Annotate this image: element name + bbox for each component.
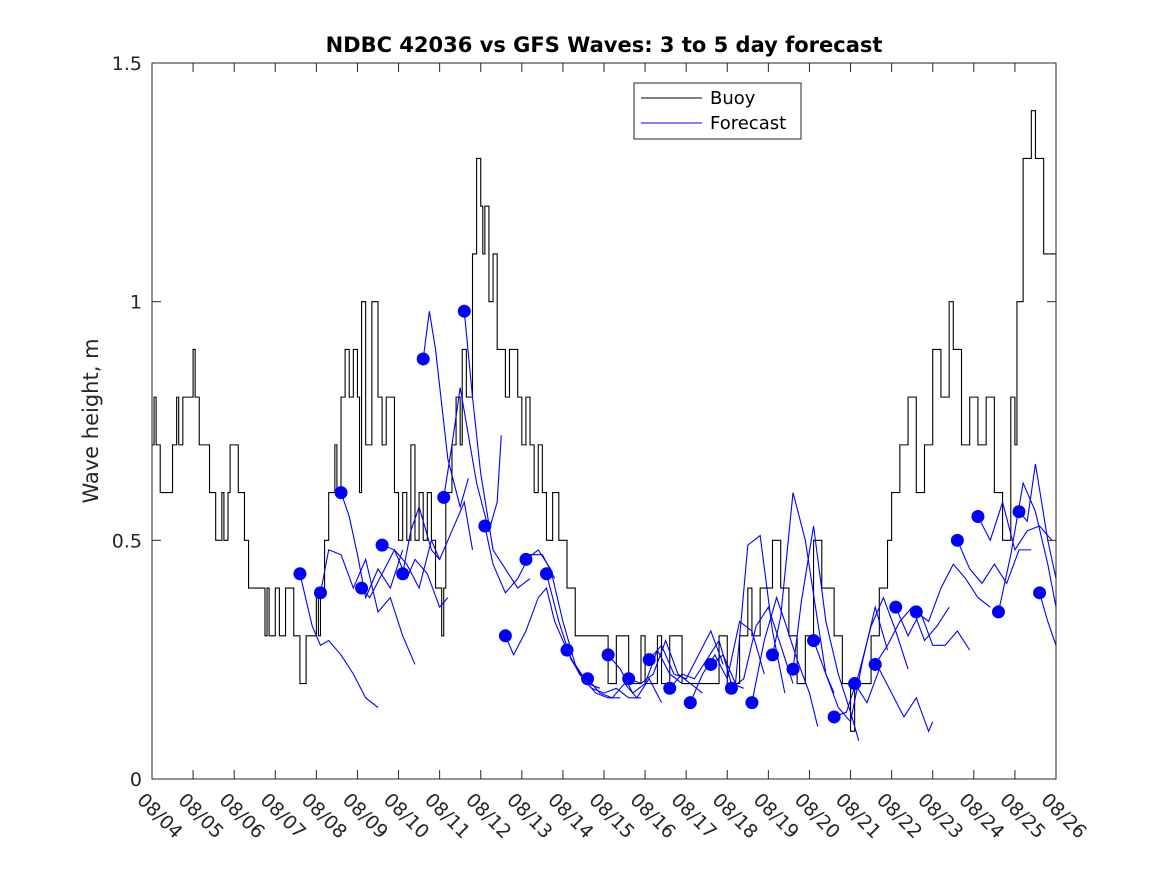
forecast-line (1039, 592, 1056, 646)
forecast-start-marker (848, 677, 862, 691)
forecast-start-marker (1012, 505, 1026, 519)
forecast-line (895, 606, 971, 651)
forecast-line (997, 481, 1056, 613)
forecast-start-marker (724, 681, 738, 695)
chart-title: NDBC 42036 vs GFS Waves: 3 to 5 day fore… (326, 33, 883, 57)
forecast-start-marker (355, 581, 369, 595)
forecast-line (566, 649, 641, 699)
forecast-line (319, 549, 416, 665)
forecast-start-marker (581, 672, 595, 686)
forecast-start-marker (909, 605, 923, 619)
forecast-start-marker (807, 634, 821, 648)
forecast-line (710, 534, 786, 694)
y-tick-label: 0.5 (112, 530, 142, 552)
y-tick-label: 1 (130, 292, 142, 314)
forecast-start-marker (334, 486, 348, 500)
forecast-start-marker (560, 643, 574, 657)
legend-label-buoy: Buoy (710, 88, 756, 109)
forecast-line (443, 387, 502, 533)
forecast-start-marker (519, 552, 533, 566)
forecast-start-marker (293, 567, 307, 581)
forecast-line (751, 595, 819, 727)
forecast-start-marker (765, 648, 779, 662)
forecast-line (854, 667, 934, 733)
forecast-line (381, 544, 449, 609)
forecast-start-marker (991, 605, 1005, 619)
forecast-line (628, 638, 703, 694)
forecast-line (361, 538, 441, 599)
buoy-line (152, 110, 1056, 732)
forecast-line (792, 525, 860, 741)
forecast-start-marker (375, 538, 389, 552)
forecast-line (299, 573, 379, 708)
forecast-start-marker (683, 696, 697, 710)
forecast-start-marker (868, 657, 882, 671)
forecast-start-marker (498, 629, 512, 643)
forecast-line (484, 525, 556, 594)
forecast-start-marker (950, 533, 964, 547)
forecast-start-marker (745, 696, 759, 710)
forecast-line (915, 563, 991, 623)
forecast-start-marker (642, 653, 656, 667)
legend-box (633, 82, 802, 140)
forecast-start-marker (786, 662, 800, 676)
forecast-line (813, 604, 889, 723)
forecast-start-marker (704, 657, 718, 671)
forecast-line (463, 311, 531, 589)
forecast-line (1018, 463, 1056, 579)
forecast-line (977, 500, 1053, 552)
forecast-start-marker (1033, 586, 1047, 600)
forecast-line (340, 492, 404, 600)
forecast-start-marker (416, 352, 430, 366)
y-tick-label: 0 (130, 769, 142, 791)
forecast-start-marker (437, 490, 451, 504)
y-tick-label: 1.5 (112, 53, 142, 75)
legend: Buoy Forecast (633, 82, 802, 140)
y-axis-label: Wave height, m (79, 338, 103, 503)
forecast-line (689, 620, 765, 703)
forecast-line (648, 629, 724, 680)
forecast-line (402, 500, 474, 574)
forecast-line (833, 596, 909, 718)
forecast-start-marker (396, 567, 410, 581)
forecast-start-marker (457, 304, 471, 318)
forecast-start-marker (601, 648, 615, 662)
forecast-start-marker (313, 586, 327, 600)
forecast-line (504, 586, 568, 657)
forecast-marker-layer (293, 304, 1047, 724)
forecast-start-marker (971, 509, 985, 523)
forecast-line (956, 540, 1032, 585)
buoy-series-layer (152, 110, 1056, 732)
forecast-start-marker (478, 519, 492, 533)
forecast-line (607, 648, 683, 694)
legend-label-forecast: Forecast (710, 113, 786, 134)
forecast-line (731, 605, 794, 689)
forecast-start-marker (889, 600, 903, 614)
forecast-start-marker (663, 681, 677, 695)
forecast-start-marker (539, 567, 553, 581)
forecast-start-marker (622, 672, 636, 686)
forecast-start-marker (827, 710, 841, 724)
forecast-line (422, 311, 469, 510)
